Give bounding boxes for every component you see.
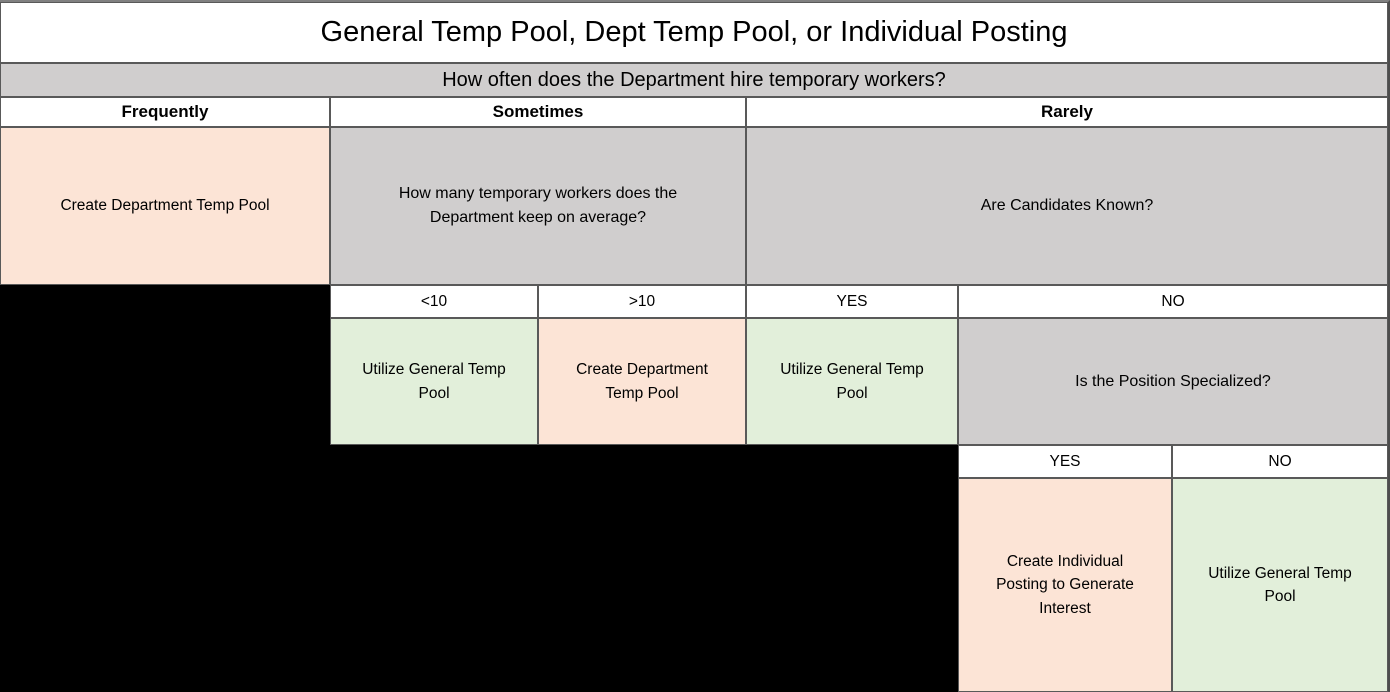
outcome-specialized-no: Utilize General Temp Pool [1172, 478, 1388, 692]
page-title: General Temp Pool, Dept Temp Pool, or In… [0, 2, 1388, 63]
outcome-gt10: Create Department Temp Pool [538, 318, 746, 445]
subheader-candidates-no: NO [958, 285, 1388, 318]
question-position-specialized: Is the Position Specialized? [958, 318, 1388, 445]
column-header-frequently: Frequently [0, 97, 330, 127]
subheader-gt10: >10 [538, 285, 746, 318]
subheader-specialized-yes: YES [958, 445, 1172, 478]
question-how-many-workers: How many temporary workers does the Depa… [330, 127, 746, 285]
outcome-frequently: Create Department Temp Pool [0, 127, 330, 285]
outcome-specialized-yes: Create Individual Posting to Generate In… [958, 478, 1172, 692]
subheader-specialized-no: NO [1172, 445, 1388, 478]
question-candidates-known: Are Candidates Known? [746, 127, 1388, 285]
root-question: How often does the Department hire tempo… [0, 63, 1388, 97]
column-header-rarely: Rarely [746, 97, 1388, 127]
column-header-sometimes: Sometimes [330, 97, 746, 127]
outcome-candidates-yes: Utilize General Temp Pool [746, 318, 958, 445]
subheader-candidates-yes: YES [746, 285, 958, 318]
outcome-lt10: Utilize General Temp Pool [330, 318, 538, 445]
subheader-lt10: <10 [330, 285, 538, 318]
